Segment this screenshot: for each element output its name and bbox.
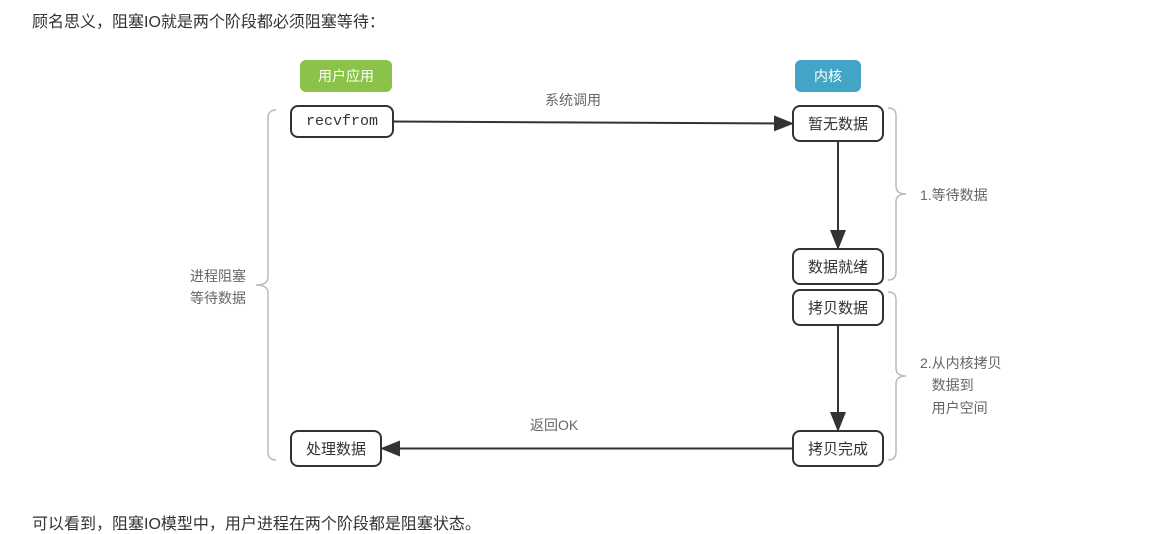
label-phase-1: 1.等待数据 (920, 184, 988, 206)
label-return-ok: 返回OK (530, 415, 578, 435)
intro-text: 顾名思义，阻塞IO就是两个阶段都必须阻塞等待： (32, 8, 385, 32)
label-phase-2: 2.从内核拷贝 数据到 用户空间 (920, 352, 1002, 419)
diagram-overlay (0, 0, 1163, 528)
outro-text: 可以看到，阻塞IO模型中，用户进程在两个阶段都是阻塞状态。 (32, 510, 481, 534)
node-copy-data: 拷贝数据 (792, 289, 884, 326)
label-system-call: 系统调用 (545, 90, 601, 110)
node-copy-done: 拷贝完成 (792, 430, 884, 467)
header-kernel: 内核 (795, 60, 861, 92)
node-data-ready: 数据就绪 (792, 248, 884, 285)
node-process-data: 处理数据 (290, 430, 382, 467)
node-recvfrom: recvfrom (290, 105, 394, 138)
node-no-data: 暂无数据 (792, 105, 884, 142)
label-process-blocked: 进程阻塞 等待数据 (190, 265, 246, 310)
header-user-app: 用户应用 (300, 60, 392, 92)
